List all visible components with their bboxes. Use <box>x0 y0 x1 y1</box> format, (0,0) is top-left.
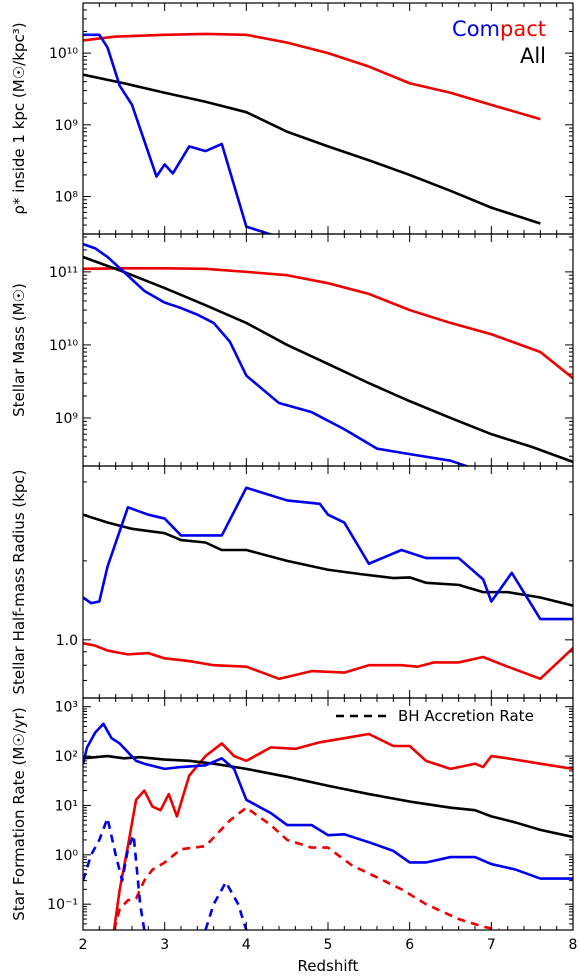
axes-frame <box>82 697 574 931</box>
legend-compact: Compact <box>452 17 546 41</box>
series-group <box>83 486 573 681</box>
y-axis-label: Stellar Mass (M☉) <box>10 283 28 417</box>
y-axis-label: Stellar Half-mass Radius (kpc) <box>10 469 28 694</box>
series-line-3 <box>83 722 573 880</box>
y-tick-label: 10¹ <box>55 798 78 814</box>
y-tick-label: 10⁸ <box>55 190 79 206</box>
series-group <box>83 722 573 930</box>
series-line-3 <box>83 33 274 234</box>
panel-4: 10⁻¹ 10⁰ 10¹ 10² 10³ Star Formation Rate (M☉/… <box>10 697 578 975</box>
series-line-3 <box>83 242 471 466</box>
x-axis-label: Redshift <box>298 957 359 975</box>
series-line-6 <box>204 880 248 930</box>
series-line-1 <box>112 732 573 930</box>
y-tick-label: 10⁹ <box>55 118 79 134</box>
panel-3: 1.0 Stellar Half-mass Radius (kpc) <box>10 465 574 699</box>
legend-compact-part1: Com <box>452 17 500 41</box>
x-tick-label: 2 <box>79 937 88 953</box>
y-tick-label: 1.0 <box>56 633 78 649</box>
y-tick-label: 10² <box>55 749 78 765</box>
y-tick-label: 10³ <box>55 700 78 716</box>
legend-all: All <box>520 44 546 68</box>
y-tick-label: 10¹¹ <box>49 265 78 281</box>
legend-compact-part2: pact <box>500 17 546 41</box>
series-line-2 <box>83 513 573 607</box>
y-axis-label: ρ* inside 1 kpc (M☉/kpc³) <box>10 22 28 214</box>
series-line-1 <box>83 266 573 380</box>
series-line-2 <box>83 754 573 839</box>
series-line-4 <box>112 806 500 930</box>
y-tick-label: 10⁰ <box>55 848 79 864</box>
y-tick-label: 10⁹ <box>55 411 79 427</box>
y-tick-label: 10¹⁰ <box>49 46 78 62</box>
y-axis-label: Star Formation Rate (M☉/yr) <box>10 707 28 920</box>
series-group <box>83 32 541 234</box>
series-line-1 <box>83 32 541 121</box>
series-group <box>83 242 573 466</box>
series-line-2 <box>83 73 541 225</box>
x-tick-label: 5 <box>324 937 333 953</box>
panel-1: 10⁸ 10⁹ 10¹⁰ ρ* inside 1 kpc (M☉/kpc³) Compa… <box>10 2 574 235</box>
series-line-2 <box>83 255 573 464</box>
y-tick-label: 10⁻¹ <box>47 897 78 913</box>
x-tick-label: 7 <box>487 937 496 953</box>
series-line-5 <box>83 816 146 930</box>
series-line-3 <box>83 486 573 621</box>
x-tick-label: 8 <box>569 937 578 953</box>
x-tick-label: 6 <box>405 937 414 953</box>
x-tick-label: 4 <box>242 937 251 953</box>
series-line-1 <box>83 642 573 681</box>
legend-bh-label: BH Accretion Rate <box>398 707 534 725</box>
panel-2: 10⁹ 10¹⁰ 10¹¹ Stellar Mass (M☉) <box>10 233 574 467</box>
y-tick-label: 10¹⁰ <box>49 338 78 354</box>
x-tick-label: 3 <box>160 937 169 953</box>
